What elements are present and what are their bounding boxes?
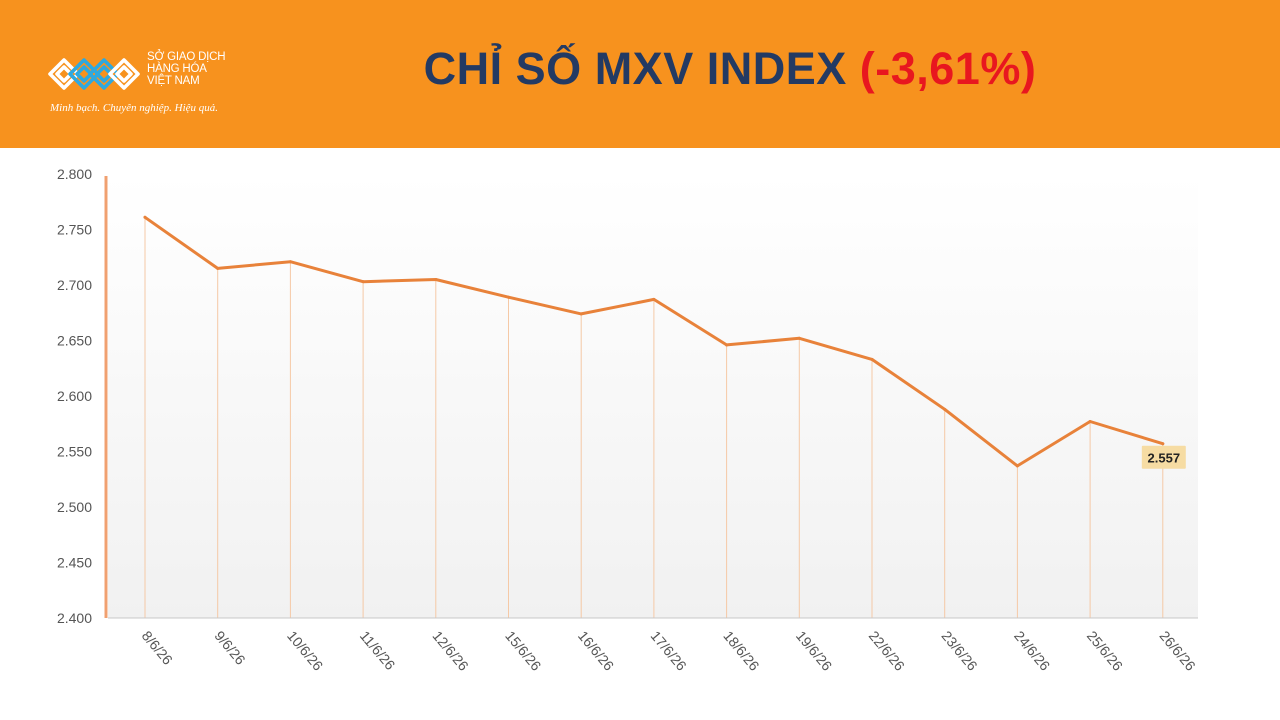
y-tick-label: 2.450 bbox=[57, 555, 92, 571]
logo-line-2: HÀNG HÓA bbox=[147, 63, 207, 75]
x-tick-label: 11/6/26 bbox=[357, 628, 399, 673]
y-tick-label: 2.400 bbox=[57, 610, 92, 626]
x-tick-label: 18/6/26 bbox=[720, 628, 762, 674]
x-tick-label: 8/6/26 bbox=[139, 628, 176, 668]
x-tick-label: 19/6/26 bbox=[793, 628, 835, 674]
logo-line-3: VIỆT NAM bbox=[147, 75, 200, 87]
x-tick-label: 22/6/26 bbox=[866, 628, 908, 674]
y-tick-label: 2.600 bbox=[57, 388, 92, 404]
title-change: (-3,61%) bbox=[859, 43, 1037, 94]
y-tick-label: 2.700 bbox=[57, 277, 92, 293]
logo-tagline: Minh bạch. Chuyên nghiệp. Hiệu quả. bbox=[50, 102, 219, 114]
title-main: CHỈ SỐ MXV INDEX bbox=[423, 43, 847, 94]
header-banner: SỞ GIAO DỊCH HÀNG HÓA VIỆT NAM Minh bạch… bbox=[0, 0, 1280, 148]
x-tick-label: 25/6/26 bbox=[1084, 628, 1126, 674]
x-axis-tick-labels: 8/6/26 9/6/26 10/6/26 11/6/26 12/6/26 15/6/26… bbox=[139, 628, 1199, 674]
x-tick-label: 12/6/26 bbox=[430, 628, 472, 674]
last-value-label: 2.557 bbox=[1141, 445, 1186, 469]
y-tick-label: 2.550 bbox=[57, 444, 92, 460]
last-value-label-text: 2.557 bbox=[1148, 451, 1181, 466]
logo-line-1: SỞ GIAO DỊCH bbox=[147, 51, 226, 63]
last-value-label-box bbox=[1141, 445, 1186, 469]
y-axis-tick-labels: 2.400 2.450 2.500 2.550 2.600 2.650 2.700 2.750… bbox=[57, 166, 92, 626]
x-tick-label: 10/6/26 bbox=[284, 628, 326, 674]
x-tick-label: 24/6/26 bbox=[1011, 628, 1053, 674]
line-chart: 2.400 2.450 2.500 2.550 2.600 2.650 2.700 2.750… bbox=[57, 166, 1199, 674]
y-tick-label: 2.800 bbox=[57, 166, 92, 182]
y-tick-label: 2.650 bbox=[57, 333, 92, 349]
logo: SỞ GIAO DỊCH HÀNG HÓA VIỆT NAM Minh bạch… bbox=[48, 48, 248, 120]
y-tick-label: 2.750 bbox=[57, 222, 92, 238]
logo-text: SỞ GIAO DỊCH HÀNG HÓA VIỆT NAM bbox=[147, 51, 226, 87]
plot-background bbox=[108, 174, 1198, 618]
chart-area: 2.400 2.450 2.500 2.550 2.600 2.650 2.700 2.750… bbox=[0, 148, 1280, 720]
series-line bbox=[143, 215, 1165, 468]
x-tick-label: 9/6/26 bbox=[211, 628, 248, 668]
x-tick-label: 16/6/26 bbox=[575, 628, 617, 674]
x-tick-label: 17/6/26 bbox=[648, 628, 690, 674]
y-tick-label: 2.500 bbox=[57, 499, 92, 515]
logo-mark-icon bbox=[48, 58, 140, 90]
x-tick-label: 23/6/26 bbox=[938, 628, 980, 674]
x-tick-label: 26/6/26 bbox=[1157, 628, 1199, 674]
page-title: CHỈ SỐ MXV INDEX (-3,61%) bbox=[300, 38, 1160, 100]
x-tick-label: 15/6/26 bbox=[502, 628, 544, 674]
